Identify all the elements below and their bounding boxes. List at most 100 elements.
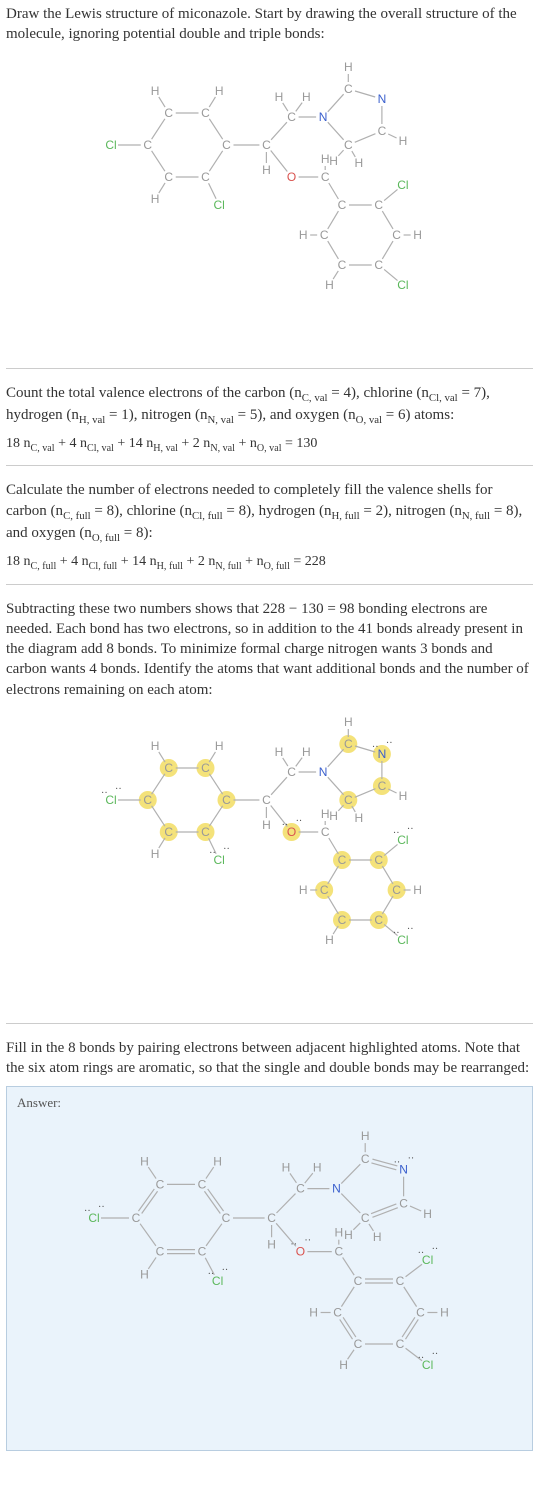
svg-text:··: ·· xyxy=(393,1158,400,1169)
fe: + n xyxy=(242,554,264,569)
fsub: N, full xyxy=(215,561,241,572)
svg-text:C: C xyxy=(262,793,271,807)
svg-text:H: H xyxy=(343,715,352,729)
fsub: H, full xyxy=(157,561,183,572)
sub: N, val xyxy=(207,414,233,426)
svg-text:C: C xyxy=(155,1178,164,1192)
sub: C, full xyxy=(63,510,91,522)
svg-text:··: ·· xyxy=(417,1353,424,1364)
svg-text:··: ·· xyxy=(406,924,413,935)
svg-text:C: C xyxy=(343,138,352,152)
svg-text:··: ·· xyxy=(371,742,378,753)
svg-text:C: C xyxy=(337,258,346,272)
svg-text:H: H xyxy=(312,1161,321,1175)
svg-text:C: C xyxy=(360,1153,369,1167)
svg-text:C: C xyxy=(337,853,346,867)
svg-text:H: H xyxy=(398,134,407,148)
svg-text:O: O xyxy=(286,825,295,839)
svg-text:C: C xyxy=(334,1245,343,1259)
fe: + n xyxy=(235,436,257,451)
svg-text:H: H xyxy=(440,1306,449,1320)
svg-text:C: C xyxy=(131,1211,140,1225)
svg-text:Cl: Cl xyxy=(213,198,224,212)
svg-text:N: N xyxy=(318,110,327,124)
fc: + 14 n xyxy=(114,436,153,451)
svg-text:H: H xyxy=(281,1161,290,1175)
svg-text:H: H xyxy=(320,807,329,821)
svg-text:H: H xyxy=(398,789,407,803)
t: = 4), chlorine (n xyxy=(328,385,429,401)
svg-text:C: C xyxy=(395,1337,404,1351)
fb: + 4 n xyxy=(56,554,88,569)
svg-text:H: H xyxy=(274,745,283,759)
svg-text:H: H xyxy=(214,739,223,753)
t: = 6) atoms: xyxy=(382,407,454,423)
svg-text:H: H xyxy=(150,192,159,206)
svg-text:C: C xyxy=(374,853,383,867)
svg-text:C: C xyxy=(416,1306,425,1320)
svg-text:··: ·· xyxy=(295,816,302,827)
t: = 8): xyxy=(120,525,153,541)
svg-text:H: H xyxy=(423,1207,432,1221)
svg-text:H: H xyxy=(325,933,334,947)
svg-text:··: ·· xyxy=(431,1244,438,1255)
svg-text:N: N xyxy=(332,1182,341,1196)
separator xyxy=(6,368,533,369)
svg-text:H: H xyxy=(213,1155,222,1169)
feq: = 228 xyxy=(290,554,326,569)
fb: + 4 n xyxy=(55,436,87,451)
full-formula: 18 nC, full + 4 nCl, full + 14 nH, full … xyxy=(6,554,533,572)
svg-text:H: H xyxy=(413,228,422,242)
svg-text:··: ·· xyxy=(392,828,399,839)
separator xyxy=(6,465,533,466)
svg-text:H: H xyxy=(354,811,363,825)
svg-text:C: C xyxy=(197,1245,206,1259)
svg-text:N: N xyxy=(377,92,386,106)
svg-text:H: H xyxy=(150,847,159,861)
svg-text:··: ·· xyxy=(406,824,413,835)
svg-text:C: C xyxy=(360,1211,369,1225)
svg-text:C: C xyxy=(267,1211,276,1225)
fa: 18 n xyxy=(6,554,31,569)
svg-text:C: C xyxy=(222,138,231,152)
svg-text:C: C xyxy=(374,198,383,212)
t: = 8), chlorine (n xyxy=(91,503,192,519)
svg-text:C: C xyxy=(287,110,296,124)
svg-text:··: ·· xyxy=(84,1206,91,1217)
svg-text:Cl: Cl xyxy=(397,278,408,292)
svg-text:H: H xyxy=(301,745,310,759)
fsub: Cl, val xyxy=(87,442,114,453)
svg-text:H: H xyxy=(140,1155,149,1169)
svg-text:H: H xyxy=(150,84,159,98)
svg-text:Cl: Cl xyxy=(105,138,116,152)
svg-text:··: ·· xyxy=(98,1202,105,1213)
svg-text:C: C xyxy=(377,779,386,793)
sub: O, val xyxy=(356,414,382,426)
svg-text:C: C xyxy=(201,170,210,184)
svg-text:H: H xyxy=(343,60,352,74)
svg-text:C: C xyxy=(221,1211,230,1225)
svg-text:C: C xyxy=(262,138,271,152)
svg-text:C: C xyxy=(143,793,152,807)
fc: + 14 n xyxy=(117,554,156,569)
svg-text:H: H xyxy=(413,883,422,897)
svg-text:C: C xyxy=(319,228,328,242)
svg-text:··: ·· xyxy=(281,820,288,831)
svg-text:C: C xyxy=(392,228,401,242)
sub: Cl, full xyxy=(192,510,223,522)
svg-text:C: C xyxy=(164,761,173,775)
feq: = 130 xyxy=(282,436,318,451)
fsub: H, val xyxy=(153,442,178,453)
svg-text:C: C xyxy=(399,1197,408,1211)
svg-text:··: ·· xyxy=(223,844,230,855)
svg-text:H: H xyxy=(262,163,271,177)
svg-text:C: C xyxy=(201,106,210,120)
svg-text:H: H xyxy=(274,90,283,104)
answer-box: Answer: ClCCCCCCHHHClCHCHHNCHNCHCHHOCHCC… xyxy=(6,1086,533,1451)
svg-text:H: H xyxy=(372,1230,381,1244)
full-paragraph: Calculate the number of electrons needed… xyxy=(6,480,533,545)
svg-text:H: H xyxy=(339,1358,348,1372)
svg-text:··: ·· xyxy=(221,1265,228,1276)
svg-text:C: C xyxy=(164,170,173,184)
fsub: O, val xyxy=(257,442,282,453)
